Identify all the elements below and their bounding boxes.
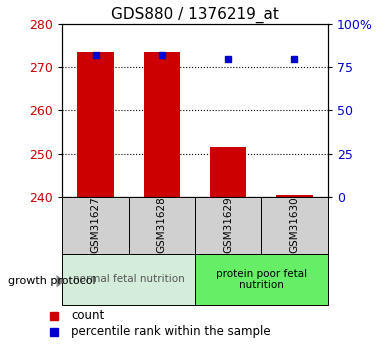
- Text: normal fetal nutrition: normal fetal nutrition: [73, 275, 184, 284]
- Text: GSM31629: GSM31629: [223, 197, 233, 254]
- Polygon shape: [57, 275, 65, 287]
- Text: percentile rank within the sample: percentile rank within the sample: [71, 325, 271, 338]
- Bar: [144, 52, 180, 197]
- Text: GSM31627: GSM31627: [90, 197, 101, 254]
- Bar: [77, 52, 114, 197]
- Bar: [195, 254, 328, 305]
- Title: GDS880 / 1376219_at: GDS880 / 1376219_at: [111, 7, 279, 23]
- Text: growth protocol: growth protocol: [8, 276, 96, 286]
- Text: protein poor fetal
nutrition: protein poor fetal nutrition: [216, 269, 307, 290]
- Text: GSM31630: GSM31630: [289, 197, 300, 254]
- Bar: [210, 147, 246, 197]
- Bar: [195, 197, 261, 254]
- Bar: [276, 195, 313, 197]
- Text: count: count: [71, 309, 105, 322]
- Bar: [261, 197, 328, 254]
- Bar: [129, 197, 195, 254]
- Bar: [62, 197, 129, 254]
- Text: GSM31628: GSM31628: [157, 197, 167, 254]
- Bar: [62, 254, 195, 305]
